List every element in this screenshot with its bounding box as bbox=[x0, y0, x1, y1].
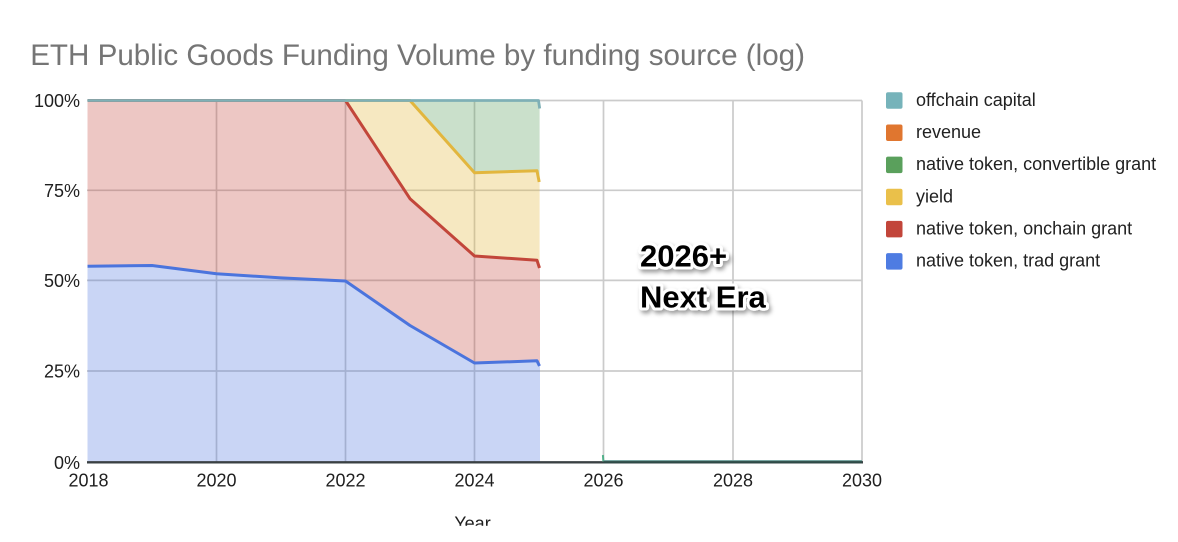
svg-text:2022: 2022 bbox=[325, 471, 365, 491]
svg-text:Next Era: Next Era bbox=[640, 280, 767, 315]
svg-text:revenue: revenue bbox=[916, 122, 981, 142]
svg-text:offchain capital: offchain capital bbox=[916, 90, 1036, 110]
svg-text:2026: 2026 bbox=[583, 471, 623, 491]
svg-text:2024: 2024 bbox=[454, 471, 494, 491]
svg-text:native token, onchain grant: native token, onchain grant bbox=[916, 218, 1132, 238]
svg-text:2028: 2028 bbox=[713, 471, 753, 491]
svg-text:native token, trad grant: native token, trad grant bbox=[916, 251, 1100, 271]
svg-text:50%: 50% bbox=[44, 271, 80, 291]
svg-text:2030: 2030 bbox=[842, 471, 882, 491]
svg-text:2018: 2018 bbox=[68, 471, 108, 491]
svg-text:2020: 2020 bbox=[196, 471, 236, 491]
svg-text:yield: yield bbox=[916, 186, 953, 206]
svg-text:native token, convertible gran: native token, convertible grant bbox=[916, 154, 1156, 174]
svg-text:100%: 100% bbox=[34, 91, 80, 111]
svg-text:ETH Public Goods Funding Volum: ETH Public Goods Funding Volume by fundi… bbox=[30, 39, 805, 72]
svg-text:75%: 75% bbox=[44, 181, 80, 201]
svg-text:25%: 25% bbox=[44, 362, 80, 382]
svg-text:2026+: 2026+ bbox=[640, 239, 727, 274]
svg-text:0%: 0% bbox=[54, 453, 80, 473]
